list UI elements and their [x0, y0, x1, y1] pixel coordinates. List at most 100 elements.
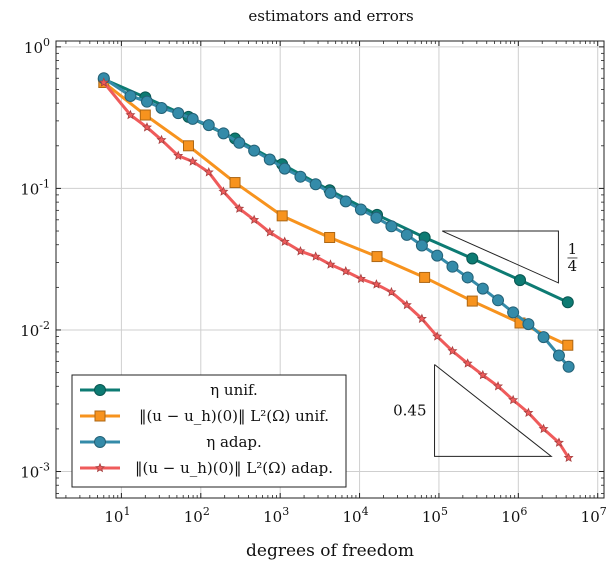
data-point [537, 331, 550, 344]
data-point [218, 186, 229, 196]
legend-swatch-marker [94, 436, 106, 448]
x-axis-title: degrees of freedom [246, 541, 414, 561]
data-point [466, 295, 478, 307]
data-point [276, 210, 288, 222]
data-point [553, 437, 564, 447]
slope-triangle-1: 14 [442, 230, 578, 284]
x-tick-label: 107 [581, 505, 607, 526]
data-point [514, 274, 527, 287]
series-4 [98, 77, 574, 463]
data-point [155, 101, 168, 114]
series-2 [98, 77, 574, 351]
y-tick-label: 10-1 [20, 177, 50, 198]
data-point [295, 245, 306, 256]
data-point [186, 112, 199, 125]
legend-swatch-marker [95, 462, 105, 473]
data-point [355, 273, 366, 283]
data-point [538, 423, 549, 434]
data-point [249, 214, 260, 225]
data-point [279, 236, 290, 246]
data-point [371, 251, 383, 263]
data-point [563, 452, 574, 463]
data-point [324, 232, 336, 244]
data-point [507, 306, 520, 319]
data-point [419, 271, 431, 283]
x-tick-label: 102 [184, 505, 210, 526]
y-tick-label: 10-3 [20, 461, 50, 482]
legend-label: η unif. [210, 381, 258, 399]
data-point [354, 203, 367, 216]
legend-swatch-marker [94, 384, 106, 396]
data-point [182, 140, 194, 152]
data-point [310, 251, 321, 261]
data-point [493, 381, 504, 391]
data-point [415, 239, 428, 252]
x-tick-label: 103 [263, 505, 289, 526]
data-point [172, 107, 185, 120]
data-point [371, 279, 382, 289]
data-point [233, 136, 246, 149]
data-point [562, 360, 575, 373]
legend-label: η adap. [206, 433, 262, 451]
data-point [325, 259, 336, 269]
data-point [508, 394, 519, 405]
data-point [340, 265, 351, 276]
y-tick-label: 100 [24, 36, 50, 57]
data-point [139, 109, 151, 121]
data-point [447, 345, 458, 356]
data-point [492, 294, 505, 307]
x-tick-label: 105 [422, 505, 448, 526]
legend-label: ‖(u − u_h)(0)‖ L²(Ω) unif. [139, 407, 329, 425]
data-point [461, 271, 474, 284]
data-point [202, 119, 215, 132]
legend-swatch-marker [94, 410, 106, 422]
data-point [522, 318, 535, 331]
slope-triangle-2: 0.45 [393, 364, 553, 457]
axis-ticks: 101 102 103 104 105 106 107 100 10-1 10-2 10-3 [20, 36, 607, 526]
data-point [432, 331, 443, 341]
data-point [309, 178, 322, 191]
data-point [187, 156, 198, 166]
data-point [264, 227, 275, 237]
legend-item-4: ‖(u − u_h)(0)‖ L²(Ω) adap. [80, 459, 333, 477]
data-point [386, 286, 397, 297]
data-point [523, 407, 534, 418]
slope-label-numerator: 1 [568, 240, 578, 258]
legend-item-2: ‖(u − u_h)(0)‖ L²(Ω) unif. [80, 407, 329, 425]
data-point [431, 249, 444, 262]
data-point [400, 228, 413, 241]
x-tick-label: 106 [501, 505, 527, 526]
x-tick-label: 101 [104, 505, 130, 526]
data-point [476, 282, 489, 295]
data-point [552, 349, 565, 362]
slope-label: 0.45 [393, 401, 426, 419]
data-point [339, 195, 352, 208]
data-point [462, 358, 473, 368]
y-tick-label: 10-2 [20, 319, 50, 340]
data-point [370, 211, 383, 224]
data-point [401, 299, 412, 310]
data-point [229, 177, 241, 189]
data-point [294, 170, 307, 183]
legend: η unif. ‖(u − u_h)(0)‖ L²(Ω) unif. η adap.… [71, 374, 347, 488]
data-point [562, 339, 574, 351]
data-point [234, 203, 245, 213]
slope-triangle-shape [434, 364, 553, 457]
legend-label: ‖(u − u_h)(0)‖ L²(Ω) adap. [135, 459, 333, 477]
data-point [466, 252, 479, 265]
data-point [125, 109, 136, 120]
data-point [124, 89, 137, 102]
data-point [278, 162, 291, 175]
data-point [561, 296, 574, 309]
data-point [248, 144, 261, 157]
data-point [263, 153, 276, 166]
data-point [142, 122, 152, 132]
data-point [324, 186, 337, 199]
data-point [156, 134, 167, 145]
legend-item-3: η adap. [80, 433, 262, 451]
data-point [98, 77, 109, 87]
data-point [217, 127, 230, 140]
series-layer [97, 72, 575, 463]
data-point [173, 150, 184, 161]
